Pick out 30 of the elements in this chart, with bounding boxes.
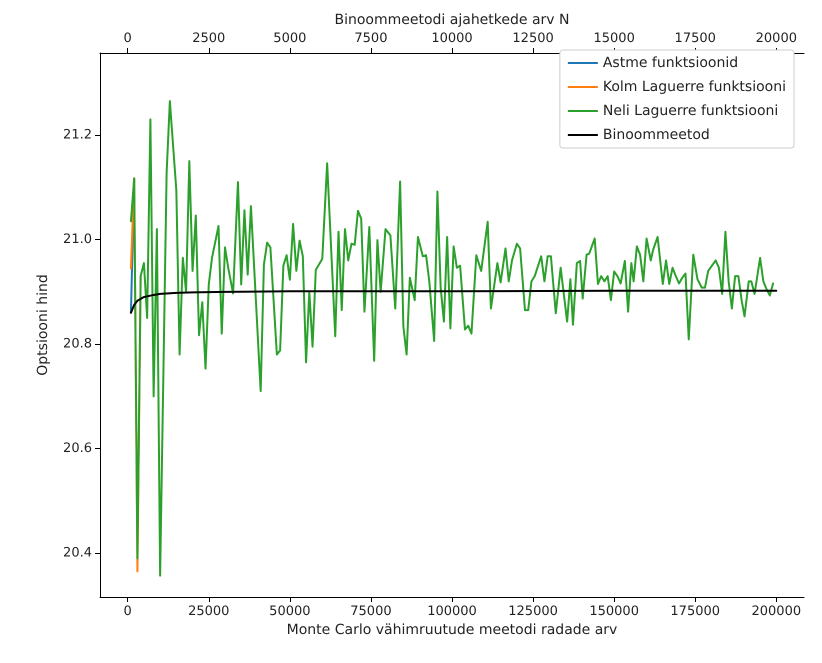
y-tick-label: 21.2: [63, 128, 92, 143]
x2-tick-label: 15000: [593, 31, 635, 46]
x-tick-label: 200000: [751, 604, 802, 619]
x2-tick-label: 2500: [192, 31, 226, 46]
x2-tick-label: 20000: [756, 31, 797, 46]
y-tick-label: 20.4: [63, 546, 92, 561]
x2-tick-label: 5000: [273, 31, 306, 46]
x-tick-label: 75000: [350, 604, 392, 619]
legend-label: Kolm Laguerre funktsiooni: [602, 79, 786, 95]
x-axis-title: Monte Carlo vähimruutude meetodi radade arv: [286, 622, 618, 638]
x-tick-label: 100000: [427, 604, 477, 619]
x2-tick-label: 7500: [354, 31, 388, 46]
y-tick-label: 20.6: [63, 441, 92, 456]
y-tick-label: 20.8: [63, 336, 92, 352]
x-tick-label: 125000: [508, 604, 558, 619]
x-tick-label: 0: [124, 604, 132, 619]
x-tick-label: 25000: [188, 604, 230, 619]
x-tick-label: 50000: [269, 604, 311, 619]
x-tick-label: 175000: [670, 604, 720, 619]
legend-label: Neli Laguerre funktsiooni: [602, 103, 778, 119]
y-tick-label: 21.0: [63, 232, 92, 248]
x2-tick-label: 12500: [512, 31, 554, 46]
x-tick-label: 150000: [589, 604, 639, 619]
y-axis-title: Optsiooni hind: [35, 274, 51, 376]
x2-axis-title: Binoommeetodi ajahetkede arv N: [334, 12, 570, 28]
x2-tick-label: 10000: [431, 31, 473, 46]
legend-label: Binoommeetod: [602, 127, 710, 143]
x2-tick-label: 0: [124, 31, 132, 46]
x2-tick-label: 17500: [674, 31, 716, 46]
legend-label: Astme funktsioonid: [602, 55, 738, 71]
